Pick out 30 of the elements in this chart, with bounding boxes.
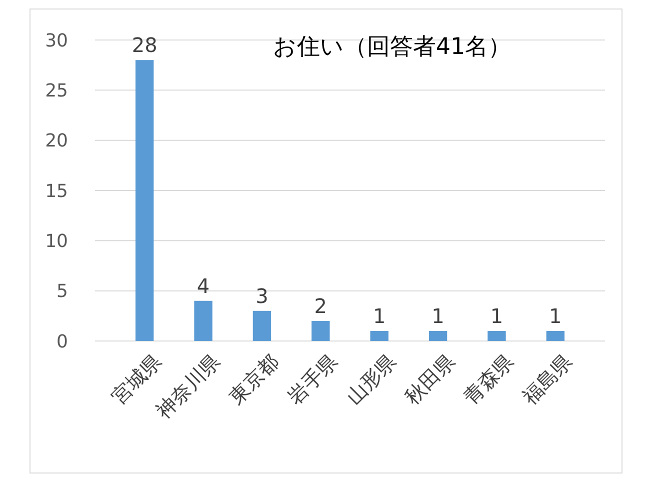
x-tick-label: 福島県	[517, 349, 577, 409]
y-tick-label: 0	[56, 331, 68, 352]
y-tick-label: 25	[45, 80, 68, 102]
x-tick-label: 青森県	[458, 349, 518, 409]
bar	[370, 330, 388, 341]
data-label: 1	[372, 304, 386, 328]
chart-title: お住い（回答者41名）	[272, 34, 512, 60]
x-tick-label: 山形県	[341, 349, 401, 409]
data-label: 2	[314, 294, 328, 318]
bar	[194, 300, 212, 341]
x-tick-label: 岩手県	[282, 349, 342, 409]
bar	[135, 60, 154, 341]
data-label: 4	[196, 274, 210, 298]
y-tick-label: 10	[45, 230, 68, 252]
y-tick-label: 30	[45, 30, 68, 52]
x-tick-label: 東京都	[224, 349, 284, 409]
data-label: 28	[132, 33, 158, 58]
data-label: 3	[256, 284, 268, 308]
data-label: 1	[549, 304, 562, 328]
data-label: 1	[432, 304, 444, 328]
bar	[252, 310, 272, 341]
x-tick-label: 秋田県	[400, 349, 460, 409]
bar	[546, 330, 565, 341]
bar	[488, 330, 506, 341]
data-label: 1	[490, 304, 504, 328]
y-tick-label: 15	[45, 180, 68, 202]
y-tick-label: 20	[45, 130, 68, 152]
y-tick-label: 5	[56, 281, 68, 302]
bar	[312, 320, 330, 341]
bar	[428, 330, 448, 341]
